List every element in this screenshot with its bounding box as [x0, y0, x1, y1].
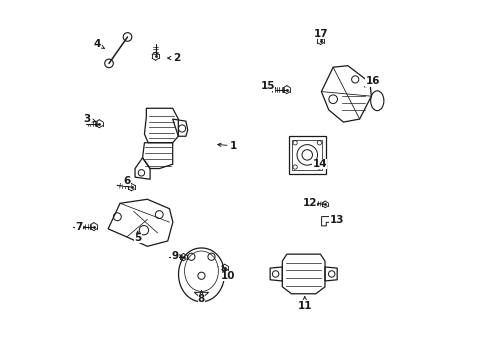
- Bar: [292, 140, 322, 170]
- Text: 17: 17: [314, 29, 328, 42]
- Text: 4: 4: [94, 40, 104, 49]
- Text: 7: 7: [75, 222, 86, 232]
- Text: 5: 5: [134, 231, 141, 243]
- Text: 8: 8: [198, 291, 204, 304]
- Text: 12: 12: [302, 198, 317, 208]
- Text: 15: 15: [260, 81, 275, 91]
- Text: 11: 11: [297, 297, 311, 311]
- Text: 14: 14: [312, 159, 326, 169]
- Text: 13: 13: [329, 215, 344, 225]
- Text: 9: 9: [171, 251, 182, 261]
- Text: 3: 3: [83, 114, 96, 124]
- Text: 6: 6: [123, 176, 131, 186]
- Text: 10: 10: [220, 271, 234, 281]
- Text: 2: 2: [167, 53, 180, 63]
- Text: 1: 1: [217, 141, 237, 151]
- Bar: [288, 136, 325, 174]
- Text: 16: 16: [364, 76, 379, 87]
